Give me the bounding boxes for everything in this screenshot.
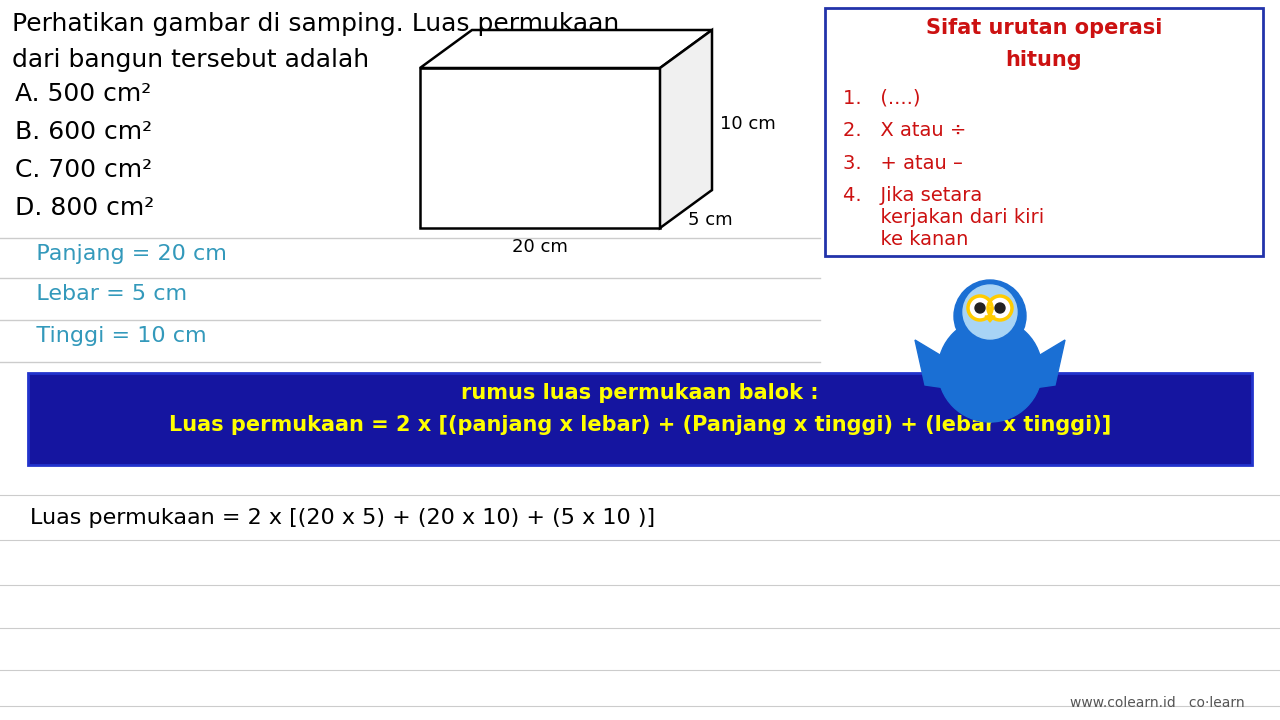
Text: Tinggi = 10 cm: Tinggi = 10 cm xyxy=(15,326,206,346)
Text: Panjang = 20 cm: Panjang = 20 cm xyxy=(15,244,227,264)
Text: Sifat urutan operasi: Sifat urutan operasi xyxy=(925,18,1162,38)
Text: 1.   (....): 1. (....) xyxy=(844,88,920,107)
Text: hitung: hitung xyxy=(1006,50,1083,70)
Polygon shape xyxy=(660,30,712,228)
Polygon shape xyxy=(1020,340,1065,390)
Circle shape xyxy=(995,303,1005,313)
Text: 4.   Jika setara
      kerjakan dari kiri
      ke kanan: 4. Jika setara kerjakan dari kiri ke kan… xyxy=(844,186,1044,249)
Circle shape xyxy=(969,297,991,319)
Circle shape xyxy=(989,297,1011,319)
Text: D. 800 cm²: D. 800 cm² xyxy=(15,196,155,220)
Circle shape xyxy=(963,285,1018,339)
Text: 2.   X atau ÷: 2. X atau ÷ xyxy=(844,121,966,140)
Text: 5 cm: 5 cm xyxy=(689,211,732,229)
Circle shape xyxy=(954,280,1027,352)
Text: Luas permukaan = 2 x [(panjang x lebar) + (Panjang x tinggi) + (lebar x tinggi)]: Luas permukaan = 2 x [(panjang x lebar) … xyxy=(169,415,1111,435)
Text: 10 cm: 10 cm xyxy=(719,115,776,133)
Text: C. 700 cm²: C. 700 cm² xyxy=(15,158,152,182)
Text: Perhatikan gambar di samping. Luas permukaan: Perhatikan gambar di samping. Luas permu… xyxy=(12,12,620,36)
Text: dari bangun tersebut adalah: dari bangun tersebut adalah xyxy=(12,48,369,72)
Polygon shape xyxy=(986,316,995,322)
Bar xyxy=(28,373,1252,465)
Text: 3.   + atau –: 3. + atau – xyxy=(844,154,963,173)
Text: A. 500 cm²: A. 500 cm² xyxy=(15,82,151,106)
Text: www.colearn.id   co·learn: www.colearn.id co·learn xyxy=(1070,696,1245,710)
Polygon shape xyxy=(915,340,960,390)
Text: B. 600 cm²: B. 600 cm² xyxy=(15,120,152,144)
Text: 20 cm: 20 cm xyxy=(512,238,568,256)
Bar xyxy=(826,8,1263,256)
Circle shape xyxy=(938,318,1042,422)
Circle shape xyxy=(975,303,986,313)
Text: Luas permukaan = 2 x [(20 x 5) + (20 x 10) + (5 x 10 )]: Luas permukaan = 2 x [(20 x 5) + (20 x 1… xyxy=(29,508,655,528)
Polygon shape xyxy=(420,68,660,228)
Polygon shape xyxy=(420,30,712,68)
Text: Lebar = 5 cm: Lebar = 5 cm xyxy=(15,284,187,304)
Text: rumus luas permukaan balok :: rumus luas permukaan balok : xyxy=(461,383,819,403)
